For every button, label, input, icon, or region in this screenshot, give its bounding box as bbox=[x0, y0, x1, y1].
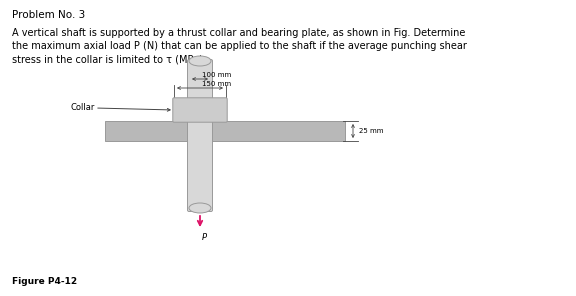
Text: P: P bbox=[202, 233, 207, 242]
Bar bbox=[105, 121, 345, 141]
Text: 25 mm: 25 mm bbox=[359, 128, 384, 134]
FancyBboxPatch shape bbox=[173, 98, 227, 122]
Text: 150 mm: 150 mm bbox=[202, 81, 231, 87]
Text: Collar: Collar bbox=[71, 104, 95, 112]
Text: Figure P4-12: Figure P4-12 bbox=[12, 277, 77, 286]
Text: stress in the collar is limited to τ (MPa).: stress in the collar is limited to τ (MP… bbox=[12, 54, 206, 64]
Text: Problem No. 3: Problem No. 3 bbox=[12, 10, 85, 20]
Text: 100 mm: 100 mm bbox=[202, 72, 231, 78]
Text: A vertical shaft is supported by a thrust collar and bearing plate, as shown in : A vertical shaft is supported by a thrus… bbox=[12, 28, 465, 38]
Text: the maximum axial load P (N) that can be applied to the shaft if the average pun: the maximum axial load P (N) that can be… bbox=[12, 41, 467, 51]
FancyBboxPatch shape bbox=[188, 59, 213, 212]
Ellipse shape bbox=[189, 56, 211, 66]
Ellipse shape bbox=[189, 203, 211, 213]
